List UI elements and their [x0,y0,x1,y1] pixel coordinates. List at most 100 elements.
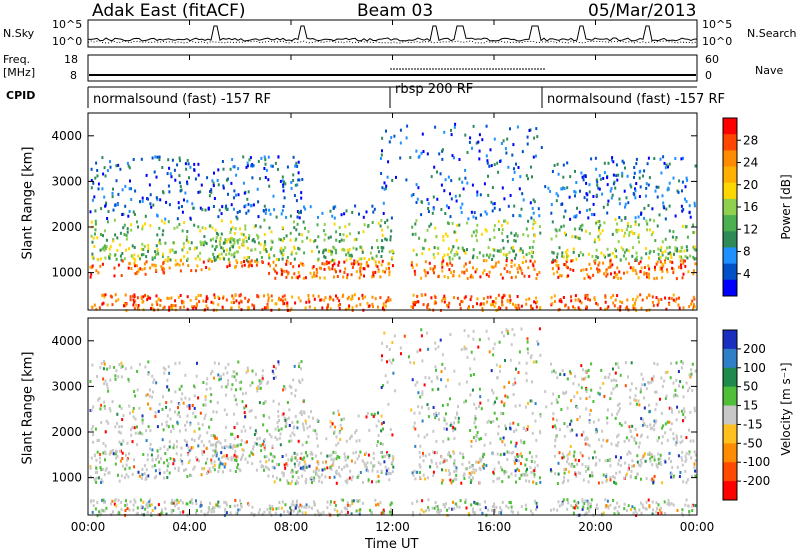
heatmap-cell [481,452,484,456]
heatmap-cell [338,307,341,310]
heatmap-cell [566,457,569,461]
heatmap-cell [599,232,602,236]
heatmap-cell [617,276,620,280]
heatmap-cell [441,157,444,161]
heatmap-cell [144,507,147,511]
heatmap-cell [346,478,349,482]
heatmap-cell [436,465,439,469]
heatmap-cell [298,211,300,215]
heatmap-cell [648,267,651,271]
heatmap-cell [244,204,247,208]
heatmap-cell [212,237,215,241]
heatmap-cell [659,265,662,269]
heatmap-cell [533,136,536,140]
heatmap-cell [441,353,444,357]
heatmap-cell [657,247,660,251]
heatmap-cell [376,470,379,474]
heatmap-cell [296,183,299,187]
heatmap-cell [604,255,607,259]
heatmap-cell [174,504,177,508]
heatmap-cell [146,453,149,457]
heatmap-cell [566,248,569,252]
heatmap-cell [267,299,270,303]
heatmap-cell [550,402,553,405]
heatmap-cell [421,390,424,394]
heatmap-cell [293,247,296,251]
heatmap-cell [598,219,601,223]
heatmap-cell [415,219,418,223]
heatmap-cell [242,425,245,429]
heatmap-cell [411,378,414,382]
heatmap-cell [218,362,220,366]
heatmap-cell [679,441,682,445]
heatmap-cell [580,171,583,175]
heatmap-cell [685,176,688,180]
heatmap-cell [308,425,311,428]
heatmap-cell [145,255,148,259]
heatmap-cell [562,215,565,219]
heatmap-cell [635,182,638,185]
heatmap-cell [286,301,289,305]
heatmap-cell [103,509,106,513]
heatmap-cell [287,481,290,485]
heatmap-cell [104,174,107,178]
heatmap-cell [565,259,568,263]
heatmap-cell [315,267,318,271]
heatmap-cell [230,301,233,305]
heatmap-cell [587,375,590,379]
heatmap-cell [297,510,300,514]
heatmap-cell [274,302,277,306]
heatmap-cell [297,160,300,164]
heatmap-cell [94,219,97,223]
heatmap-cell [656,303,659,307]
heatmap-cell [482,271,484,275]
heatmap-cell [257,295,260,299]
heatmap-cell [289,512,292,516]
heatmap-cell [475,439,477,443]
heatmap-cell [293,425,295,429]
x-axis-label: Time UT [365,537,419,552]
heatmap-cell [272,372,275,375]
heatmap-cell [117,163,120,167]
heatmap-cell [316,444,319,448]
heatmap-cell [156,214,159,218]
heatmap-cell [292,155,295,159]
heatmap-cell [585,397,588,401]
heatmap-cell [226,265,229,269]
heatmap-cell [448,268,451,272]
heatmap-cell [618,216,621,219]
heatmap-cell [263,510,266,514]
heatmap-cell [123,233,126,236]
heatmap-cell [493,248,496,252]
heatmap-cell [219,257,222,261]
heatmap-cell [476,302,478,306]
heatmap-cell [594,156,597,160]
heatmap-cell [635,272,638,276]
heatmap-cell [504,147,507,151]
heatmap-cell [647,183,650,187]
heatmap-cell [149,224,152,228]
heatmap-cell [294,415,297,418]
heatmap-cell [616,273,619,276]
heatmap-cell [593,296,596,300]
heatmap-cell [685,225,688,228]
heatmap-cell [573,499,576,503]
heatmap-cell [447,175,450,179]
heatmap-cell [495,363,498,367]
heatmap-cell [652,250,655,253]
heatmap-cell [339,233,342,236]
heatmap-cell [117,473,119,477]
heatmap-cell [473,511,476,514]
heatmap-cell [274,276,277,280]
heatmap-cell [322,460,324,464]
heatmap-cell [463,477,466,480]
heatmap-cell [115,450,118,453]
heatmap-cell [655,501,658,505]
heatmap-cell [184,423,187,427]
heatmap-cell [668,501,671,505]
heatmap-cell [133,212,136,216]
heatmap-cell [554,300,556,303]
heatmap-cell [513,204,516,208]
heatmap-cell [490,265,493,269]
heatmap-cell [136,443,139,447]
